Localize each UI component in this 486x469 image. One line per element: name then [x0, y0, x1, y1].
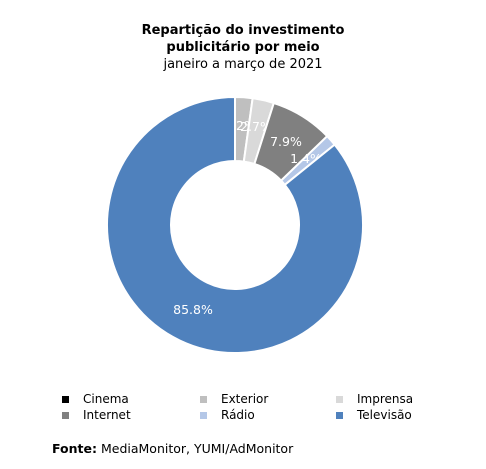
- legend-swatch-cinema: [62, 395, 69, 403]
- legend-swatch-internet: [62, 411, 69, 419]
- chart-title-line2: publicitário por meio: [166, 40, 320, 55]
- donut-slice-televisao: [106, 95, 364, 354]
- legend-label-televisao: Televisão: [357, 408, 412, 422]
- legend-label-internet: Internet: [83, 408, 131, 422]
- data-label-internet: 7.9%: [270, 134, 302, 149]
- chart-title-block: Repartição do investimento publicitário …: [0, 22, 486, 73]
- data-label-imprensa: 2.7%: [240, 119, 272, 134]
- legend-item-cinema: Cinema: [62, 392, 129, 406]
- source-label: Fonte:: [52, 441, 97, 456]
- legend-swatch-radio: [200, 411, 207, 419]
- legend-swatch-exterior: [200, 395, 207, 403]
- source-text: MediaMonitor, YUMI/AdMonitor: [100, 441, 294, 456]
- chart-subtitle: janeiro a março de 2021: [163, 57, 323, 72]
- source-note: Fonte: MediaMonitor, YUMI/AdMonitor: [52, 441, 293, 456]
- legend-swatch-televisao: [336, 411, 343, 419]
- legend-label-radio: Rádio: [221, 408, 255, 422]
- donut-chart: 0.0%2.2%2.7%7.9%1.4%85.8%: [106, 95, 364, 354]
- legend-label-cinema: Cinema: [83, 392, 129, 406]
- legend-item-televisao: Televisão: [336, 408, 412, 422]
- legend-item-radio: Rádio: [200, 408, 255, 422]
- legend-label-exterior: Exterior: [221, 392, 269, 406]
- legend-label-imprensa: Imprensa: [357, 392, 414, 406]
- legend-item-exterior: Exterior: [200, 392, 268, 406]
- legend-swatch-imprensa: [336, 395, 343, 403]
- legend-item-internet: Internet: [62, 408, 131, 422]
- legend-item-imprensa: Imprensa: [336, 392, 413, 406]
- chart-title-line1: Repartição do investimento: [141, 23, 345, 38]
- data-label-televisao: 85.8%: [173, 302, 213, 317]
